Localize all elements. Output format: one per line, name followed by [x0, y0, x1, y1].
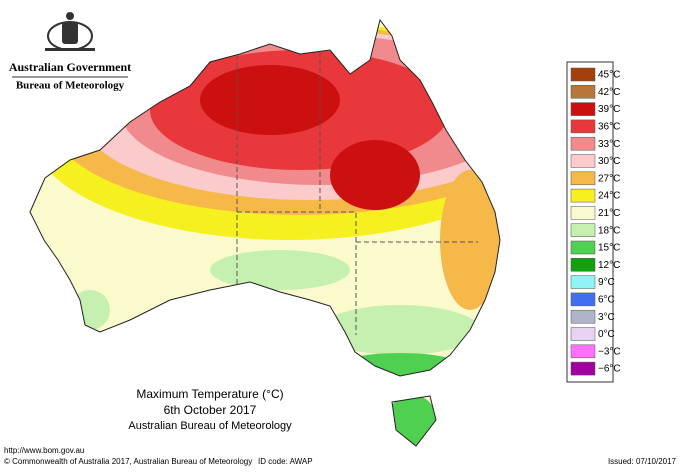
legend-label: 0°C — [598, 329, 615, 340]
legend-label: −3°C — [598, 346, 621, 357]
legend-label: 39°C — [598, 104, 620, 115]
legend-swatch — [570, 292, 596, 307]
legend-label: 27°C — [598, 173, 620, 184]
legend-swatch — [570, 102, 596, 116]
legend-label: 33°C — [598, 139, 620, 150]
map-source: Australian Bureau of Meteorology — [128, 420, 292, 432]
legend-swatch — [570, 240, 596, 255]
legend-label: 6°C — [598, 295, 615, 306]
legend-label: 30°C — [598, 156, 620, 167]
footer-issued: Issued: 07/10/2017 — [608, 457, 677, 466]
bureau-name: Bureau of Meteorology — [16, 80, 125, 92]
legend-swatch — [570, 171, 596, 186]
coat-of-arms — [45, 12, 95, 51]
legend-swatch — [570, 188, 596, 203]
legend-label: 42°C — [598, 87, 620, 98]
legend-swatch — [570, 136, 596, 151]
legend-label: 15°C — [598, 243, 620, 254]
legend-label: 21°C — [598, 208, 620, 219]
legend-swatch — [570, 206, 596, 220]
footer-id: ID code: AWAP — [258, 457, 313, 466]
legend-swatch — [570, 258, 596, 272]
government-name: Australian Government — [9, 60, 131, 74]
legend-swatch — [570, 327, 596, 341]
legend-swatch — [570, 344, 596, 359]
legend-label: 24°C — [598, 191, 620, 202]
legend-swatch — [570, 67, 596, 82]
legend-label: 12°C — [598, 260, 620, 271]
footer-copyright: © Commonwealth of Australia 2017, Austra… — [4, 457, 252, 466]
footer-url: http://www.bom.gov.au — [4, 446, 84, 455]
legend: 45°C 42°C 39°C 36°C 33°C 30°C 27°C 24°C 21°C 18°C… — [570, 67, 621, 376]
legend-swatch — [570, 275, 596, 289]
map-date: 6th October 2017 — [164, 403, 257, 417]
legend-label: 45°C — [598, 70, 620, 81]
legend-label: 36°C — [598, 122, 620, 133]
legend-label: −6°C — [598, 364, 621, 375]
legend-swatch — [570, 85, 596, 99]
map-title: Maximum Temperature (°C) — [136, 387, 283, 401]
legend-swatch — [570, 309, 596, 324]
legend-swatch — [570, 154, 596, 168]
legend-swatch — [570, 361, 596, 376]
legend-swatch — [570, 119, 596, 134]
coastline — [29, 18, 501, 447]
legend-label: 3°C — [598, 312, 615, 323]
legend-label: 18°C — [598, 225, 620, 236]
state-borders — [236, 52, 478, 335]
legend-label: 9°C — [598, 277, 615, 288]
legend-swatch — [570, 223, 596, 237]
